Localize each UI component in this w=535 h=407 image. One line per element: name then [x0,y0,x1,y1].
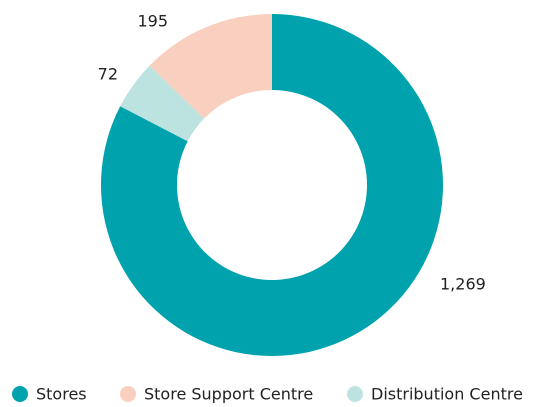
donut-slice [100,14,443,357]
legend-label: Stores [36,385,87,404]
legend-label: Store Support Centre [144,385,313,404]
legend-swatch [347,386,363,402]
legend-swatch [120,386,136,402]
data-label: 1,269 [440,275,486,294]
donut-slice [120,65,205,142]
data-label: 195 [137,12,168,31]
legend-swatch [12,386,28,402]
data-label: 72 [98,65,118,84]
donut-slice [149,14,272,119]
legend-label: Distribution Centre [371,385,523,404]
